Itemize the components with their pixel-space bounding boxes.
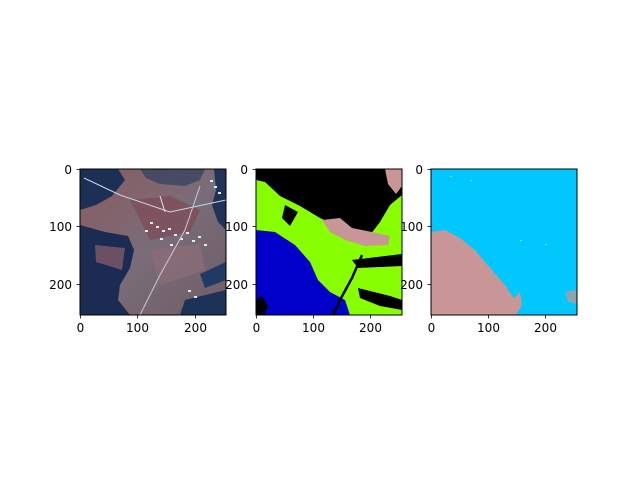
x-tick-label: 0 xyxy=(77,321,85,335)
panel-segmentation-mask-b xyxy=(430,168,578,316)
y-tick-label: 0 xyxy=(240,163,248,177)
panel1-tick-labels: 0 100 200 0 100 200 xyxy=(49,163,207,335)
frame xyxy=(255,168,403,316)
y-tick-label: 100 xyxy=(400,220,423,234)
panel-segmentation-mask-a xyxy=(255,168,403,316)
y-tick-label: 100 xyxy=(49,220,72,234)
x-tick-label: 100 xyxy=(302,321,325,335)
satellite-image xyxy=(80,169,226,315)
x-tick-label: 200 xyxy=(534,321,557,335)
y-tick-label: 200 xyxy=(49,278,72,292)
mask-a-image xyxy=(256,169,402,315)
mask-b-image xyxy=(431,169,577,315)
panel3-tick-labels: 0 100 200 0 100 200 xyxy=(400,163,557,335)
y-tick-label: 200 xyxy=(400,278,423,292)
panel-satellite-image xyxy=(79,168,227,316)
x-tick-label: 0 xyxy=(428,321,436,335)
x-tick-label: 100 xyxy=(126,321,149,335)
y-tick-label: 200 xyxy=(225,278,248,292)
y-tick-label: 0 xyxy=(64,163,72,177)
tick-marks xyxy=(76,169,546,319)
x-tick-label: 200 xyxy=(184,321,207,335)
panel2-tick-labels: 0 100 200 0 100 200 xyxy=(225,163,382,335)
x-tick-label: 0 xyxy=(253,321,261,335)
y-tick-label: 0 xyxy=(415,163,423,177)
frame xyxy=(79,168,227,316)
x-tick-label: 200 xyxy=(359,321,382,335)
frame xyxy=(430,168,578,316)
y-tick-label: 100 xyxy=(225,220,248,234)
x-tick-label: 100 xyxy=(477,321,500,335)
